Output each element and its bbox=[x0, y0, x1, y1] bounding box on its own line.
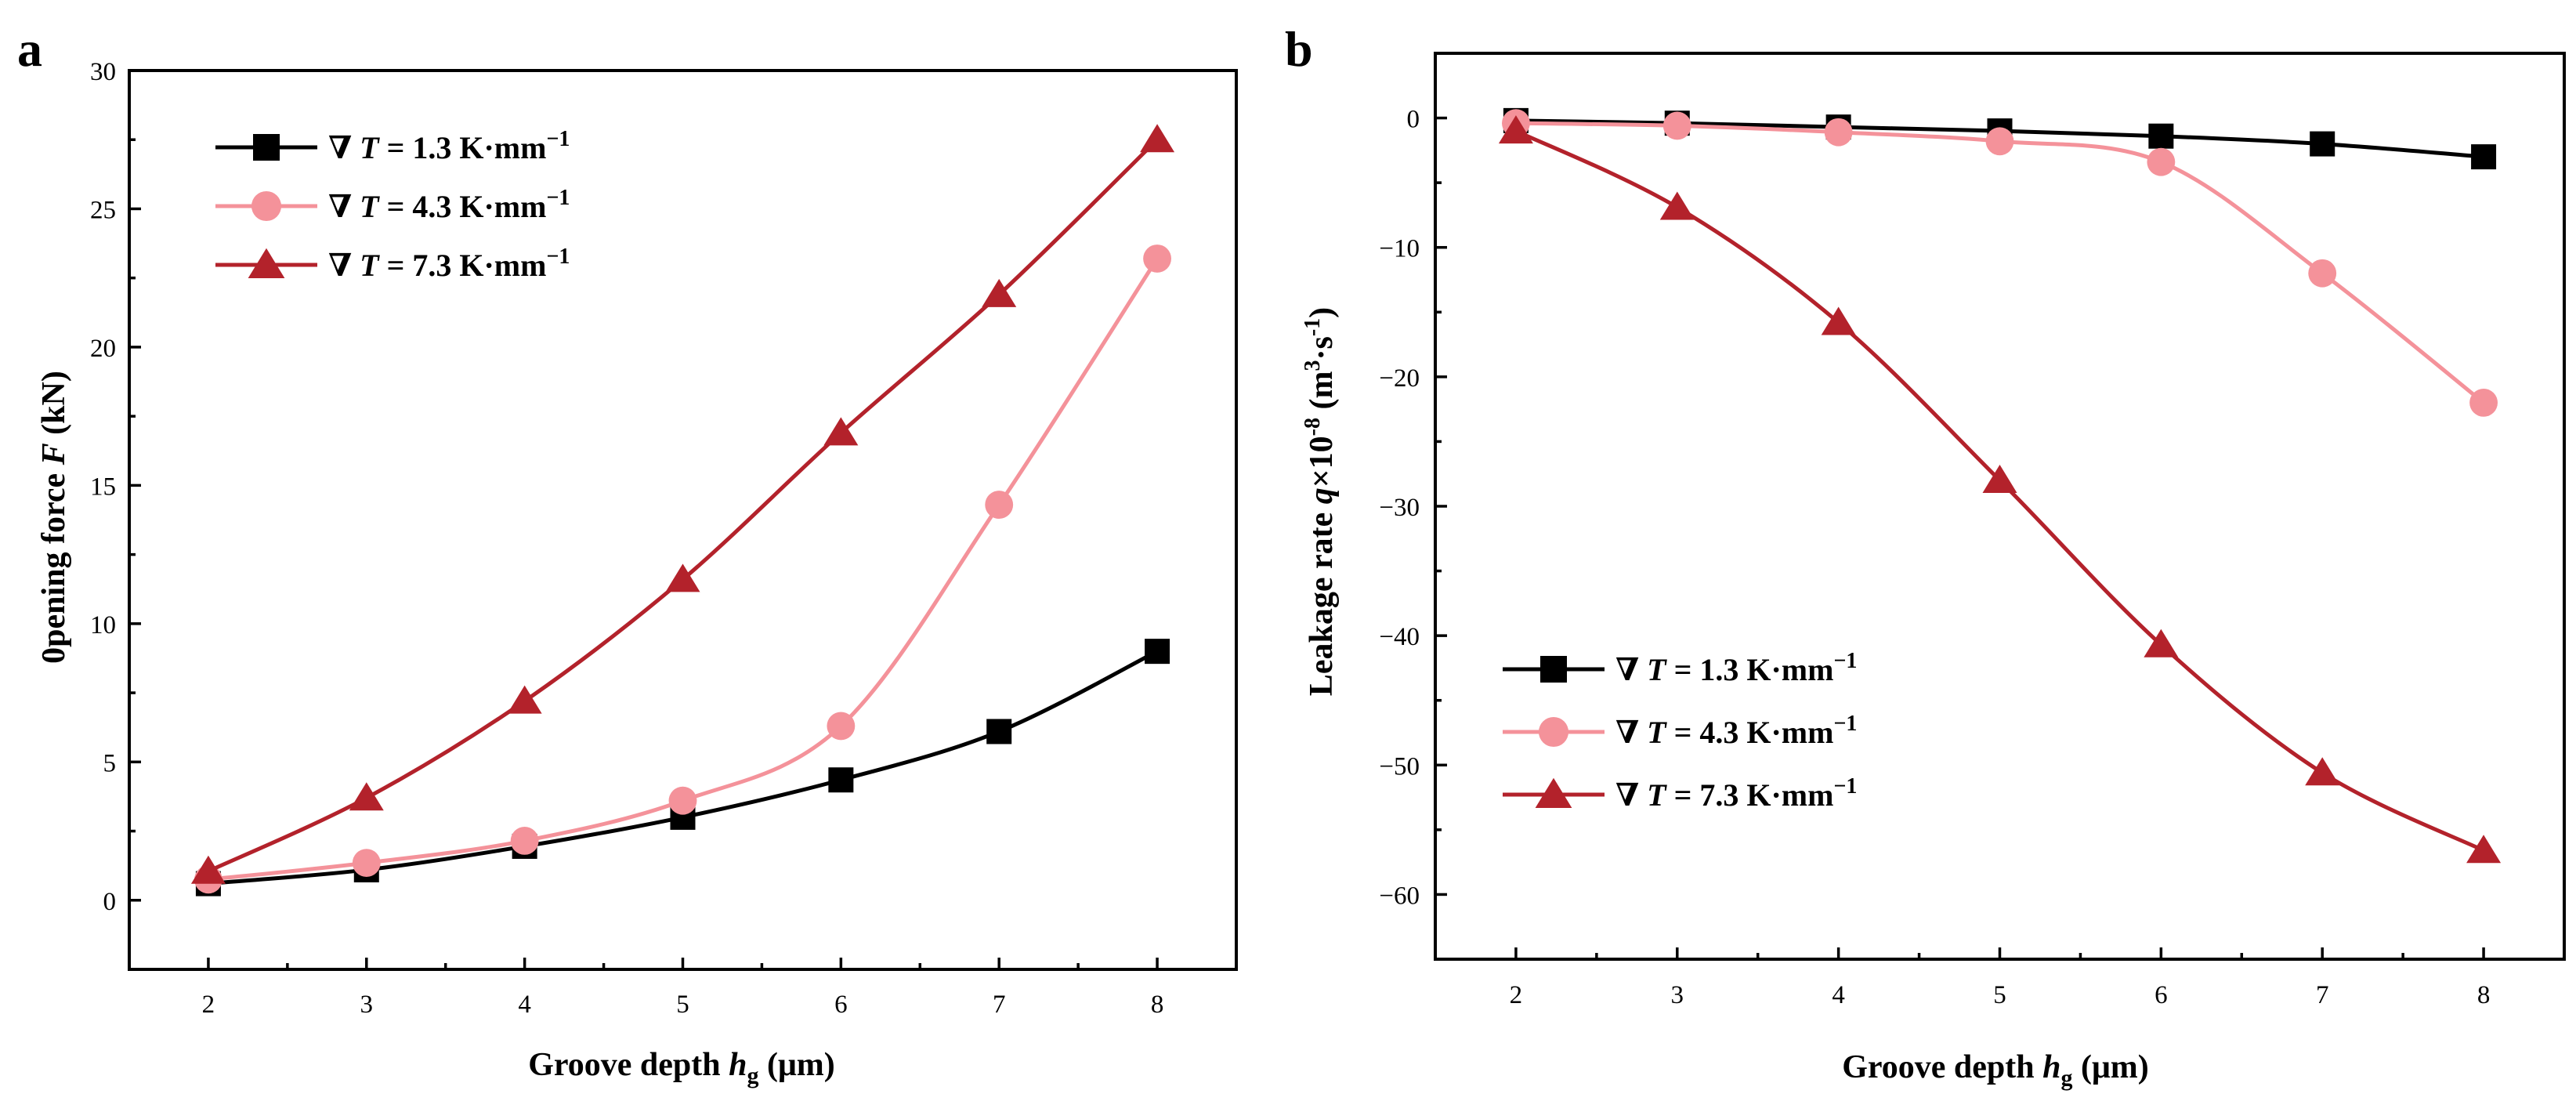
plot-frame bbox=[1434, 52, 2566, 961]
data-point-triangle bbox=[2305, 757, 2340, 786]
legend-marker-square bbox=[253, 134, 280, 161]
data-point-circle bbox=[1143, 244, 1171, 273]
data-point-square bbox=[1145, 639, 1170, 665]
x-tick-label: 8 bbox=[2477, 981, 2491, 1009]
data-point-triangle bbox=[1140, 124, 1175, 153]
legend-marker-circle bbox=[1538, 716, 1569, 748]
data-point-circle bbox=[985, 491, 1014, 520]
series-line-1 bbox=[208, 649, 1159, 886]
data-point-triangle bbox=[2466, 835, 2502, 864]
y-tick-label: −10 bbox=[1379, 235, 1420, 263]
y-tick-label: 5 bbox=[103, 749, 117, 777]
y-tick-label: −50 bbox=[1379, 752, 1420, 781]
x-tick-label: 7 bbox=[2316, 981, 2329, 1009]
data-point-square bbox=[2471, 144, 2497, 170]
x-tick-label: 3 bbox=[1671, 981, 1684, 1009]
data-point-circle bbox=[1985, 127, 2014, 156]
y-tick-label: −40 bbox=[1379, 623, 1420, 651]
x-tick-label: 2 bbox=[202, 991, 215, 1019]
x-tick-label: 3 bbox=[360, 991, 374, 1019]
data-point-triangle bbox=[1821, 306, 1856, 335]
data-point-circle bbox=[2469, 388, 2498, 417]
y-tick-label: 0 bbox=[1407, 106, 1420, 134]
data-point-triangle bbox=[665, 563, 700, 592]
x-tick-label: 6 bbox=[834, 991, 848, 1019]
panel-b: b 2 3 4 5 6 7 8 0 −10 −20 −30 −40 −50 −60 Groove dept… bbox=[1285, 21, 2566, 1091]
data-point-triangle bbox=[823, 417, 859, 446]
y-tick-label: −60 bbox=[1379, 882, 1420, 910]
data-point-square bbox=[2148, 123, 2174, 149]
x-tick-label: 5 bbox=[676, 991, 689, 1019]
panel-a-x-axis-title: Groove depth hg (μm) bbox=[528, 1047, 835, 1088]
panel-b-legend: ∇ T = 1.3 K·mm−1 ∇ T = 4.3 K·mm−1 ∇ T = 7.… bbox=[1503, 649, 1857, 813]
y-tick-label: −30 bbox=[1379, 494, 1420, 522]
y-tick-label: 20 bbox=[90, 335, 116, 363]
data-point-triangle bbox=[2144, 628, 2179, 657]
data-point-triangle bbox=[1498, 115, 1533, 144]
x-tick-label: 8 bbox=[1151, 991, 1164, 1019]
data-point-circle bbox=[352, 849, 381, 878]
data-point-triangle bbox=[190, 855, 226, 884]
data-point-square bbox=[828, 767, 854, 793]
panel-b-plot-area: 2 3 4 5 6 7 8 0 −10 −20 −30 −40 −50 −60 bbox=[1379, 52, 2566, 1009]
legend-marker-circle bbox=[251, 190, 282, 222]
data-point-square bbox=[2310, 131, 2335, 157]
data-point-square bbox=[986, 719, 1012, 744]
panel-a-plot-area: 2 3 4 5 6 7 8 0 5 10 15 20 25 30 bbox=[90, 58, 1238, 1019]
data-point-circle bbox=[2308, 259, 2337, 288]
y-tick-label: 0 bbox=[103, 888, 117, 916]
data-point-triangle bbox=[982, 278, 1017, 307]
data-point-circle bbox=[827, 712, 856, 741]
panel-a-letter: a bbox=[17, 21, 42, 77]
y-tick-label: 15 bbox=[90, 473, 116, 501]
x-tick-label: 6 bbox=[2155, 981, 2168, 1009]
legend-label: ∇ T = 7.3 K·mm−1 bbox=[1615, 774, 1857, 813]
data-point-circle bbox=[2147, 147, 2176, 176]
data-point-triangle bbox=[1982, 464, 2017, 493]
data-point-triangle bbox=[1659, 191, 1695, 220]
y-tick-label: 10 bbox=[90, 611, 116, 639]
panel-b-y-axis-title: Leakage rate q×10-8 (m3·s-1) bbox=[1301, 307, 1340, 696]
panel-b-letter: b bbox=[1285, 21, 1313, 77]
y-tick-label: −20 bbox=[1379, 364, 1420, 393]
data-point-circle bbox=[1662, 111, 1691, 140]
legend-label: ∇ T = 7.3 K·mm−1 bbox=[328, 244, 570, 283]
legend-marker-triangle bbox=[248, 248, 285, 278]
data-point-circle bbox=[510, 826, 539, 855]
x-tick-label: 4 bbox=[1832, 981, 1845, 1009]
data-point-triangle bbox=[349, 782, 384, 811]
data-point-circle bbox=[1824, 118, 1853, 147]
x-tick-label: 7 bbox=[993, 991, 1006, 1019]
x-tick-label: 4 bbox=[518, 991, 531, 1019]
series-line-2 bbox=[1515, 121, 2485, 404]
panel-b-x-axis-title: Groove depth hg (μm) bbox=[1842, 1049, 2149, 1091]
legend-marker-square bbox=[1540, 656, 1567, 683]
data-point-triangle bbox=[507, 685, 542, 714]
x-tick-label: 2 bbox=[1510, 981, 1523, 1009]
data-point-circle bbox=[668, 786, 697, 815]
panel-a: a 2 3 4 5 6 7 8 0 5 10 15 20 25 30 Groove depth hg (μ… bbox=[17, 21, 1238, 1088]
legend-label: ∇ T = 4.3 K·mm−1 bbox=[328, 186, 570, 224]
legend-label: ∇ T = 1.3 K·mm−1 bbox=[1615, 649, 1857, 687]
legend-label: ∇ T = 4.3 K·mm−1 bbox=[1615, 712, 1857, 750]
panel-a-legend: ∇ T = 1.3 K·mm−1 ∇ T = 4.3 K·mm−1 ∇ T = 7.… bbox=[215, 127, 570, 283]
y-tick-label: 30 bbox=[90, 58, 116, 86]
legend-label: ∇ T = 1.3 K·mm−1 bbox=[328, 127, 570, 165]
x-tick-label: 5 bbox=[1993, 981, 2006, 1009]
y-tick-label: 25 bbox=[90, 196, 116, 224]
panel-a-y-axis-title: 0pening force F (kN) bbox=[36, 371, 72, 664]
legend-marker-triangle bbox=[1535, 777, 1572, 808]
